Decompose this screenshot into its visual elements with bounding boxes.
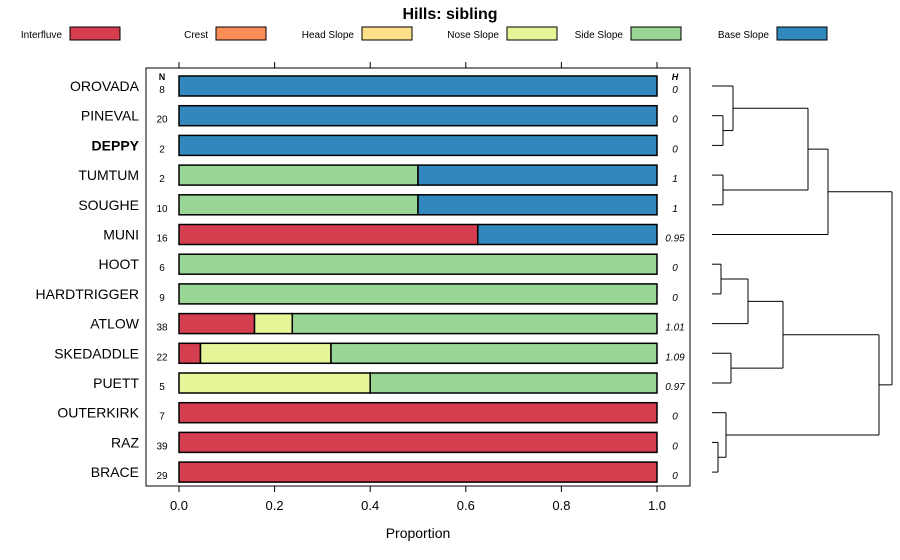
legend-swatch xyxy=(506,26,558,41)
bar-segment xyxy=(477,223,658,246)
bar-segment xyxy=(330,342,658,365)
row-label: SKEDADDLE xyxy=(54,345,139,361)
h-value: 0 xyxy=(672,144,678,155)
h-value: 1.01 xyxy=(665,323,684,334)
row-label: HARDTRIGGER xyxy=(36,286,139,302)
h-value: 0.95 xyxy=(665,234,685,245)
legend-swatch xyxy=(215,26,267,41)
bar-segment xyxy=(178,401,658,424)
bar-segment xyxy=(178,431,658,454)
bar-segment xyxy=(178,312,256,335)
bar-segment xyxy=(369,372,658,394)
h-value: 0 xyxy=(672,293,678,304)
bar-segment xyxy=(178,253,658,275)
legend-label: Head Slope xyxy=(302,30,355,41)
n-value: 5 xyxy=(159,382,165,393)
row-label: HOOT xyxy=(99,256,140,272)
n-value: 2 xyxy=(159,144,165,155)
n-value: 39 xyxy=(156,441,168,452)
bar-segment xyxy=(178,194,419,216)
n-value: 8 xyxy=(159,85,165,96)
h-value: 0 xyxy=(672,471,678,482)
x-tick-label: 1.0 xyxy=(648,498,666,513)
n-value: 10 xyxy=(156,204,168,215)
row-label: BRACE xyxy=(91,464,139,480)
h-value: 1 xyxy=(672,174,678,185)
n-value: 38 xyxy=(156,323,168,334)
bar-segment xyxy=(178,104,658,127)
x-axis-label: Proportion xyxy=(386,525,451,541)
bar-segment xyxy=(417,164,658,186)
legend-swatch xyxy=(69,26,121,41)
bar-segment xyxy=(253,312,294,335)
bar-segment xyxy=(178,342,202,365)
x-tick-label: 0.4 xyxy=(361,498,379,513)
legend-label: Nose Slope xyxy=(447,30,499,41)
row-label: ATLOW xyxy=(90,316,140,332)
h-header: H xyxy=(672,72,679,82)
h-value: 0 xyxy=(672,263,678,274)
n-value: 16 xyxy=(156,234,168,245)
h-value: 0.97 xyxy=(665,382,685,393)
n-value: 20 xyxy=(156,115,168,126)
legend-swatch xyxy=(630,26,682,41)
bar-segment xyxy=(417,194,658,216)
h-value: 0 xyxy=(672,412,678,423)
bar-segment xyxy=(178,283,658,305)
h-value: 0 xyxy=(672,441,678,452)
legend-label: Crest xyxy=(184,30,208,41)
x-tick-label: 0.8 xyxy=(552,498,570,513)
bar-segment xyxy=(178,75,658,97)
legend-swatch xyxy=(361,26,413,41)
bar-segment xyxy=(178,461,658,483)
bar-segment xyxy=(178,223,479,246)
x-tick-label: 0.2 xyxy=(266,498,284,513)
row-label: OROVADA xyxy=(70,78,140,94)
bar-segment xyxy=(178,134,658,157)
row-label: RAZ xyxy=(111,434,139,450)
n-value: 7 xyxy=(159,412,165,423)
h-value: 0 xyxy=(672,85,678,96)
bar-segment xyxy=(199,342,332,365)
n-value: 29 xyxy=(156,471,168,482)
n-value: 9 xyxy=(159,293,165,304)
bar-segment xyxy=(291,312,658,335)
row-label: TUMTUM xyxy=(78,167,139,183)
n-header: N xyxy=(159,72,166,82)
x-tick-label: 0.6 xyxy=(457,498,475,513)
row-label: PUETT xyxy=(93,375,139,391)
dendrogram xyxy=(712,85,893,473)
legend: Interfluve Crest Head Slope Nose Slope Side … xyxy=(21,26,828,41)
row-label: DEPPY xyxy=(92,137,140,153)
h-value: 1 xyxy=(672,204,678,215)
row-label: OUTERKIRK xyxy=(57,405,139,421)
legend-label: Interfluve xyxy=(21,30,63,41)
legend-label: Side Slope xyxy=(575,30,624,41)
n-value: 6 xyxy=(159,263,165,274)
h-value: 0 xyxy=(672,115,678,126)
row-label: MUNI xyxy=(103,227,139,243)
x-tick-label: 0.0 xyxy=(170,498,188,513)
n-value: 2 xyxy=(159,174,165,185)
chart-title: Hills: sibling xyxy=(402,6,497,23)
row-label: SOUGHE xyxy=(78,197,139,213)
bar-segment xyxy=(178,372,371,394)
legend-swatch xyxy=(776,26,828,41)
legend-label: Base Slope xyxy=(718,30,770,41)
h-value: 1.09 xyxy=(665,352,685,363)
n-value: 22 xyxy=(156,352,168,363)
bar-segment xyxy=(178,164,419,186)
row-label: PINEVAL xyxy=(81,108,139,124)
plot-frame xyxy=(145,67,691,487)
